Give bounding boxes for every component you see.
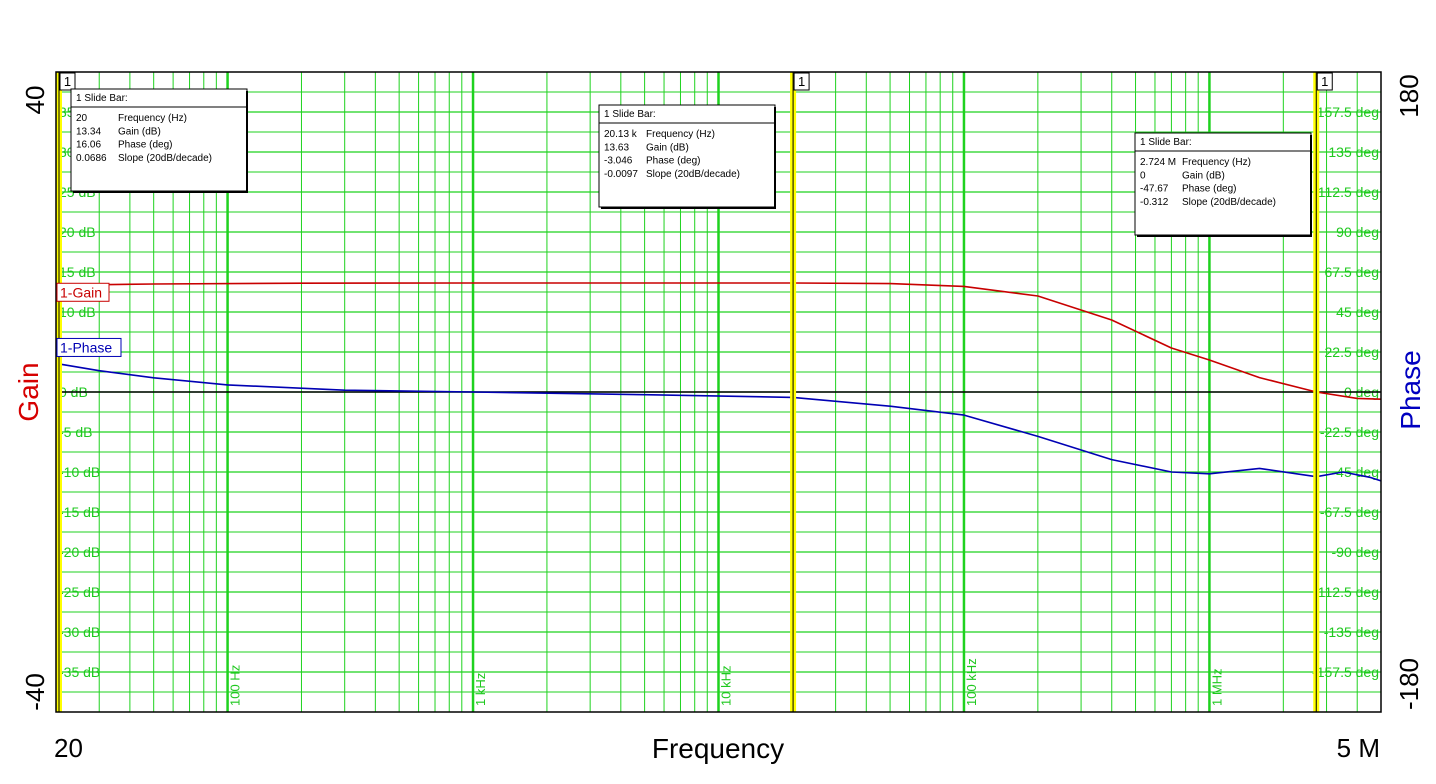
readout-label: Frequency (Hz) [118, 113, 187, 124]
readout-label: Slope (20dB/decade) [1182, 197, 1276, 208]
readout-value: 20.13 k [604, 129, 638, 140]
readout-title: 1 Slide Bar: [76, 93, 128, 104]
readout-value: -0.312 [1140, 197, 1169, 208]
slide-bar-number-tag [1316, 72, 1333, 91]
gain-tick-label: -20 dB [59, 544, 100, 560]
slide-bar-number: 1 [1321, 74, 1328, 89]
left-axis-min: -40 [20, 673, 50, 711]
gain-tick-label: -5 dB [59, 424, 92, 440]
frequency-tick-label: 100 Hz [228, 665, 243, 706]
legend-label-box [56, 282, 110, 302]
readout-value: 2.724 M [1140, 157, 1176, 168]
phase-tick-label: 112.5 deg [1318, 184, 1379, 200]
gain-tick-label: 15 dB [59, 264, 96, 280]
readout-label: Phase (deg) [646, 156, 700, 167]
left-axis-max: 40 [20, 86, 50, 115]
legend-phase: 1-Phase [60, 339, 112, 355]
frequency-tick-label: 1 MHz [1209, 668, 1224, 706]
x-axis-min: 20 [54, 733, 83, 763]
phase-tick-label: 135 deg [1328, 144, 1379, 160]
phase-tick-label: -157.5 deg [1312, 664, 1379, 680]
right-axis-min: -180 [1394, 658, 1424, 710]
phase-tick-label: 90 deg [1336, 224, 1379, 240]
gain-tick-label: 10 dB [59, 304, 96, 320]
slide-bar-markers[interactable]: 1 1 1 [56, 72, 1333, 712]
readout-label: Phase (deg) [1182, 184, 1236, 195]
gain-curve [55, 282, 1382, 400]
readout-value: 0.0686 [76, 153, 107, 164]
slide-bar-number-tag [59, 72, 76, 91]
slide-bar-number: 1 [64, 74, 71, 89]
phase-tick-label: 22.5 deg [1325, 344, 1380, 360]
slide-bar-number-tag [793, 72, 810, 91]
readout-label: Gain (dB) [1182, 170, 1225, 181]
x-axis-title: Frequency [652, 733, 784, 764]
phase-tick-label: 45 deg [1336, 304, 1379, 320]
phase-tick-label: -135 deg [1324, 624, 1379, 640]
phase-tick-label: -22.5 deg [1320, 424, 1379, 440]
readout-title: 1 Slide Bar: [604, 109, 656, 120]
phase-tick-label: 67.5 deg [1325, 264, 1380, 280]
frequency-tick-label: 1 kHz [473, 673, 488, 706]
gain-tick-label: -30 dB [59, 624, 100, 640]
readout-label: Phase (deg) [118, 140, 172, 151]
legend-label-box [56, 337, 122, 357]
frequency-tick-label: 10 kHz [719, 666, 734, 706]
gain-tick-label: -10 dB [59, 464, 100, 480]
phase-axis-title: Phase [1395, 350, 1426, 429]
phase-tick-label: -90 deg [1332, 544, 1379, 560]
readout-label: Slope (20dB/decade) [646, 169, 740, 180]
readout-value: -3.046 [604, 156, 633, 167]
plot-frame [55, 71, 1382, 713]
readout-label: Gain (dB) [646, 142, 689, 153]
readout-value: -0.0097 [604, 169, 638, 180]
readout-title: 1 Slide Bar: [1140, 137, 1192, 148]
phase-tick-label: 157.5 deg [1317, 104, 1379, 120]
phase-tick-label: -112.5 deg [1313, 584, 1379, 600]
slide-bar-number: 1 [798, 74, 805, 89]
phase-tick-label: -67.5 deg [1320, 504, 1379, 520]
gain-tick-label: -25 dB [59, 584, 100, 600]
readout-value: 0 [1140, 170, 1146, 181]
slide-bar-readouts: 1 Slide Bar: 20 Frequency (Hz) 13.34 Gain (d… [70, 88, 1312, 237]
gain-axis-title: Gain [13, 362, 44, 421]
gain-tick-label: -35 dB [59, 664, 100, 680]
readout-value: -47.67 [1140, 184, 1169, 195]
gain-tick-label: 20 dB [59, 224, 96, 240]
series-legend: 1-Gain 1-Phase [56, 282, 122, 357]
readout-label: Slope (20dB/decade) [118, 153, 212, 164]
readout-value: 20 [76, 113, 88, 124]
readout-label: Frequency (Hz) [646, 129, 715, 140]
readout-value: 13.34 [76, 126, 101, 137]
right-axis-max: 180 [1394, 74, 1424, 117]
readout-label: Frequency (Hz) [1182, 157, 1251, 168]
x-axis-max: 5 M [1337, 733, 1380, 763]
gain-tick-label: -15 dB [59, 504, 100, 520]
frequency-tick-label: 100 kHz [964, 658, 979, 706]
legend-gain: 1-Gain [60, 284, 102, 300]
readout-value: 13.63 [604, 142, 629, 153]
readout-value: 16.06 [76, 140, 101, 151]
readout-label: Gain (dB) [118, 126, 161, 137]
